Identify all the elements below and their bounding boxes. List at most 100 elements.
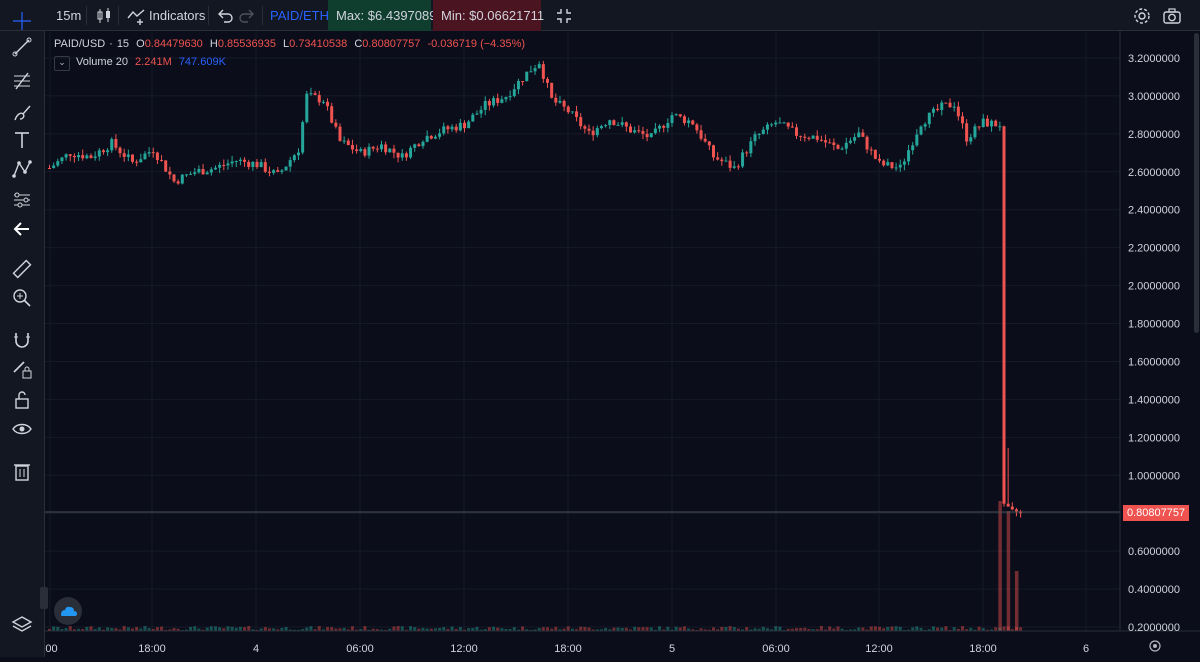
candle-body — [990, 120, 994, 127]
candle-body — [790, 126, 794, 128]
fib-icon[interactable] — [11, 70, 33, 92]
candles-icon[interactable] — [94, 6, 114, 26]
volume-bar — [417, 628, 421, 631]
candle-body — [811, 135, 815, 139]
compare-symbol[interactable]: PAID/ETH — [270, 8, 329, 23]
volume-bar — [197, 628, 201, 631]
layers-icon[interactable] — [11, 614, 33, 636]
volume-bar — [288, 629, 292, 631]
volume-bar — [305, 627, 309, 631]
candle-body — [492, 98, 496, 106]
trend-line-icon[interactable] — [11, 36, 33, 58]
candle-body — [915, 134, 919, 146]
volume-bar — [143, 626, 147, 631]
candle-body — [417, 144, 421, 147]
volume-bar — [346, 629, 350, 631]
volume-bar — [425, 628, 429, 631]
volume-bar — [961, 626, 964, 631]
candle-body — [807, 137, 811, 139]
candle-body — [234, 160, 238, 162]
volume-bar — [400, 626, 404, 631]
candle-body — [890, 162, 894, 168]
candle-body — [143, 153, 147, 160]
candle-body — [844, 142, 848, 149]
volume-bar — [363, 626, 367, 631]
candle-body — [682, 116, 686, 124]
indicators-icon[interactable] — [126, 6, 146, 26]
crosshair-icon[interactable] — [11, 10, 33, 32]
undo-icon[interactable] — [215, 6, 235, 26]
volume-bar — [703, 629, 707, 631]
lock-drawing-icon[interactable] — [11, 358, 33, 380]
candle-body — [848, 140, 852, 143]
legend-symbol[interactable]: PAID/USD — [54, 38, 106, 50]
forecast-icon[interactable] — [11, 189, 33, 211]
magnet-icon[interactable] — [11, 329, 33, 351]
candle-body — [404, 153, 408, 158]
brush-icon[interactable] — [11, 102, 33, 124]
volume-bar — [467, 628, 471, 631]
volume-bar — [326, 627, 330, 631]
volume-bar — [1006, 626, 1010, 631]
volume-label[interactable]: Volume 20 — [76, 56, 128, 68]
candle-body — [907, 150, 911, 162]
auto-scale-icon[interactable] — [1149, 640, 1161, 652]
scrollbar[interactable] — [1194, 33, 1199, 333]
volume-bar — [919, 627, 923, 631]
volume-bar — [297, 629, 300, 631]
candle-body — [815, 135, 819, 140]
fullscreen-icon[interactable] — [554, 6, 574, 26]
candle-body — [936, 108, 940, 111]
volume-bar — [201, 629, 205, 631]
text-icon[interactable] — [11, 129, 33, 151]
pattern-icon[interactable] — [11, 158, 33, 180]
volume-bar — [857, 627, 861, 631]
trash-icon[interactable] — [11, 460, 33, 482]
volume-bar — [641, 627, 645, 631]
candle-body — [687, 120, 691, 124]
legend-open: 0.84479630 — [144, 38, 203, 50]
redo-icon[interactable] — [237, 6, 257, 26]
volume-bar — [48, 629, 51, 631]
toolbar-divider — [118, 6, 119, 25]
candle-body — [1010, 506, 1014, 510]
indicators-button[interactable]: Indicators — [149, 8, 206, 23]
candle-body — [782, 122, 786, 124]
cloud-logo-icon — [61, 606, 77, 616]
candle-body — [521, 81, 525, 83]
candle-body — [927, 112, 931, 125]
volume-bar — [267, 628, 271, 631]
ruler-icon[interactable] — [11, 258, 33, 280]
volume-legend: ⌄ Volume 20 2.241M 747.609K — [54, 56, 230, 71]
zoom-in-icon[interactable] — [11, 287, 33, 309]
candle-body — [724, 160, 728, 162]
back-icon[interactable] — [11, 218, 33, 240]
candle-body — [367, 146, 371, 156]
collapse-panel-handle[interactable] — [40, 587, 48, 609]
chart-grid — [45, 31, 1120, 631]
candle-body — [720, 159, 724, 162]
candle-body — [68, 154, 72, 156]
candle-body — [272, 170, 276, 173]
candle-body — [512, 89, 516, 97]
chart-area[interactable]: 3.2000000 3.0000000 2.8000000 2.6000000 2.40… — [42, 31, 1200, 662]
lock-icon[interactable] — [11, 389, 33, 411]
volume-bar — [151, 628, 155, 631]
candle-body — [699, 130, 703, 139]
price-chart[interactable]: 3.2000000 3.0000000 2.8000000 2.6000000 2.40… — [42, 31, 1200, 657]
candle-body — [85, 155, 89, 159]
collapse-legend-icon[interactable]: ⌄ — [54, 56, 70, 71]
price-tick-label: 2.2000000 — [1128, 243, 1180, 255]
candle-body — [388, 148, 392, 153]
volume-bar — [60, 629, 64, 631]
volume-bar — [637, 627, 641, 631]
settings-icon[interactable] — [1132, 6, 1152, 26]
candle-body — [305, 93, 309, 123]
volume-bar — [873, 626, 877, 631]
camera-icon[interactable] — [1162, 6, 1182, 26]
interval-selector[interactable]: 15m — [56, 8, 82, 23]
candle-body — [550, 82, 554, 98]
eye-icon[interactable] — [11, 418, 33, 440]
tradingview-logo[interactable] — [54, 597, 82, 625]
volume-bar — [807, 628, 811, 631]
